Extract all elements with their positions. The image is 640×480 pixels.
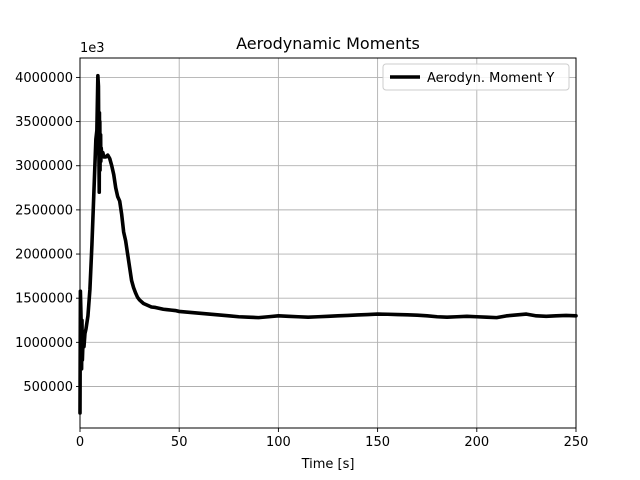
y-tick-label: 2500000 bbox=[15, 203, 73, 218]
x-axis-title: Time [s] bbox=[301, 457, 355, 472]
y-tick-label: 3000000 bbox=[15, 159, 73, 174]
axis-ticks: 0 50 100 150 200 250 500000 1000000 1500000 20000… bbox=[15, 71, 588, 450]
plot-frame bbox=[79, 57, 577, 429]
series-line-aerodyn-moment-y bbox=[78, 73, 578, 415]
series-layer bbox=[78, 73, 578, 415]
grid bbox=[79, 58, 577, 428]
y-tick-label: 2000000 bbox=[15, 248, 73, 263]
x-tick-label: 250 bbox=[564, 435, 589, 450]
x-tick-label: 200 bbox=[464, 435, 489, 450]
y-tick-label: 500000 bbox=[23, 380, 73, 395]
chart-title: Aerodynamic Moments bbox=[236, 34, 420, 53]
x-tick-label: 100 bbox=[266, 435, 291, 450]
x-tick-label: 0 bbox=[76, 435, 84, 450]
x-tick-label: 50 bbox=[171, 435, 188, 450]
y-tick-label: 1500000 bbox=[15, 292, 73, 307]
y-tick-label: 3500000 bbox=[15, 115, 73, 130]
legend-frame bbox=[382, 63, 570, 91]
legend: Aerodyn. Moment Y bbox=[382, 63, 570, 91]
legend-label: Aerodyn. Moment Y bbox=[427, 71, 554, 86]
y-tick-label: 1000000 bbox=[15, 336, 73, 351]
y-offset-label: 1e3 bbox=[80, 41, 105, 56]
x-tick-label: 150 bbox=[365, 435, 390, 450]
y-tick-label: 4000000 bbox=[15, 71, 73, 86]
